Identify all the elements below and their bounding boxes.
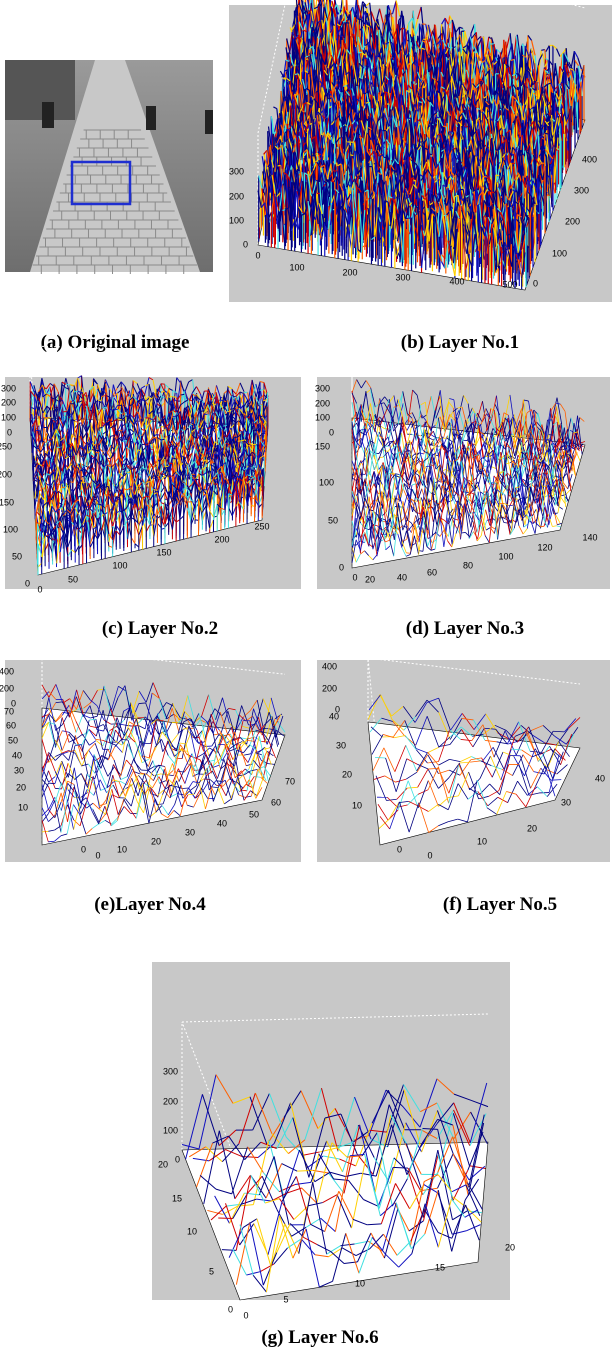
caption: (d) Layer No.3 bbox=[406, 618, 524, 639]
mesh-line bbox=[419, 102, 422, 103]
mesh-line bbox=[522, 45, 526, 46]
caption: (b) Layer No.1 bbox=[401, 332, 519, 353]
mesh-line bbox=[384, 92, 387, 93]
mesh-line bbox=[474, 52, 478, 53]
mesh-line bbox=[449, 132, 452, 133]
caption: (f) Layer No.5 bbox=[443, 894, 557, 915]
caption: (g) Layer No.6 bbox=[261, 1327, 378, 1348]
mesh-line bbox=[502, 128, 505, 129]
photo bbox=[5, 60, 213, 274]
caption: (e)Layer No.4 bbox=[94, 894, 206, 915]
mesh-line bbox=[422, 24, 426, 25]
mesh-line bbox=[358, 52, 361, 53]
mesh-line bbox=[464, 126, 467, 127]
caption: (c) Layer No.2 bbox=[102, 618, 218, 639]
mesh-line bbox=[449, 47, 453, 48]
mesh-line bbox=[443, 126, 446, 127]
figure: (a) Original image (b) Layer No.1 (c) La… bbox=[0, 0, 614, 1356]
page: (a) Original image (b) Layer No.1 (c) La… bbox=[0, 0, 614, 1356]
mesh-line bbox=[409, 64, 413, 65]
mesh-line bbox=[516, 74, 520, 75]
mesh-line bbox=[346, 23, 350, 24]
